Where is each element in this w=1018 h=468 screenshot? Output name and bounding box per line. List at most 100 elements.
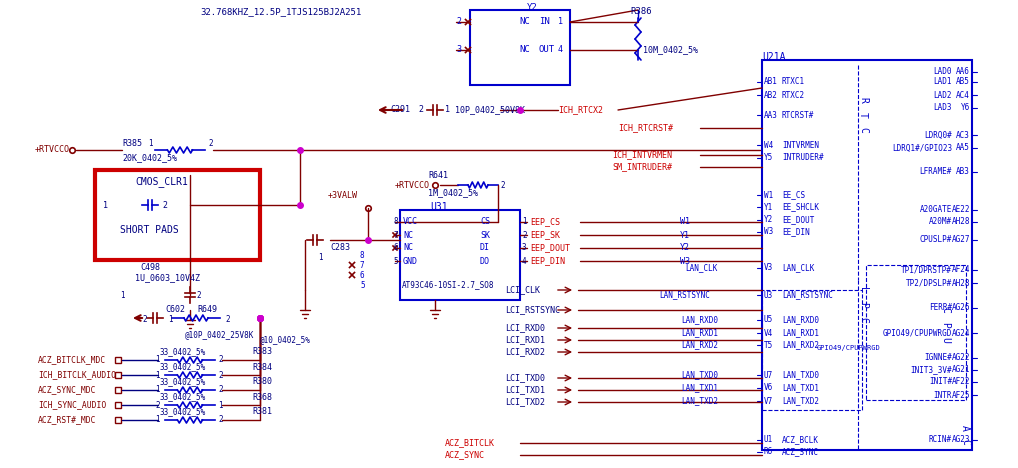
Text: Y6: Y6 <box>961 103 970 112</box>
Text: LFRAME#: LFRAME# <box>919 168 952 176</box>
Text: ICH_SYNC_AUDIO: ICH_SYNC_AUDIO <box>38 401 106 410</box>
Text: R368: R368 <box>252 393 272 402</box>
Text: A20M#: A20M# <box>928 218 952 227</box>
Text: W4: W4 <box>764 140 774 149</box>
Text: 1: 1 <box>522 218 526 227</box>
Text: LAN_CLK: LAN_CLK <box>782 263 814 272</box>
Text: AB3: AB3 <box>956 168 970 176</box>
Text: P: P <box>940 322 950 328</box>
Text: 2: 2 <box>456 17 461 27</box>
Text: NC: NC <box>519 17 529 27</box>
Text: ACZ_SYNC_MDC: ACZ_SYNC_MDC <box>38 386 97 395</box>
Text: C: C <box>960 439 970 445</box>
Text: 33_0402_5%: 33_0402_5% <box>160 378 207 387</box>
Text: ICH_INTVRMEN: ICH_INTVRMEN <box>612 151 672 160</box>
Text: R380: R380 <box>252 378 272 387</box>
Text: U5: U5 <box>764 315 774 324</box>
Text: 5: 5 <box>360 280 364 290</box>
Text: EE_DOUT: EE_DOUT <box>782 215 814 225</box>
Text: IGNNE#: IGNNE# <box>924 353 952 363</box>
Text: U31: U31 <box>430 202 448 212</box>
Bar <box>400 210 520 300</box>
Text: 1: 1 <box>103 200 108 210</box>
Text: CMOS_CLR1: CMOS_CLR1 <box>135 176 188 188</box>
Text: TP2/DPSLP#: TP2/DPSLP# <box>906 278 952 287</box>
Text: 10P_0402_50V8K: 10P_0402_50V8K <box>455 105 525 115</box>
Text: 2: 2 <box>155 401 160 410</box>
Text: W3: W3 <box>680 256 690 265</box>
Text: LAD3: LAD3 <box>934 103 952 112</box>
Text: R641: R641 <box>428 170 448 180</box>
Text: INTRUDER#: INTRUDER# <box>782 154 824 162</box>
Text: AG26: AG26 <box>952 304 970 313</box>
Text: 2: 2 <box>218 416 223 424</box>
Text: GND: GND <box>403 256 418 265</box>
Bar <box>470 10 570 85</box>
Text: CS: CS <box>480 218 490 227</box>
Text: 6: 6 <box>393 243 398 253</box>
Text: 1: 1 <box>155 356 160 365</box>
Text: 4: 4 <box>558 45 563 54</box>
Text: EE_CS: EE_CS <box>782 190 805 199</box>
Text: C: C <box>940 307 950 313</box>
Text: INIT3_3V#: INIT3_3V# <box>910 366 952 374</box>
Text: U: U <box>940 337 950 343</box>
Text: RTXC2: RTXC2 <box>782 90 805 100</box>
Text: 4: 4 <box>522 256 526 265</box>
Text: AF22: AF22 <box>952 378 970 387</box>
Text: SHORT PADS: SHORT PADS <box>120 225 179 235</box>
Text: AG21: AG21 <box>952 366 970 374</box>
Text: AB1: AB1 <box>764 78 778 87</box>
Text: ACZ_BITCLK: ACZ_BITCLK <box>445 439 495 447</box>
Text: C: C <box>858 317 868 323</box>
Text: 1: 1 <box>218 401 223 410</box>
Text: INTR: INTR <box>934 390 952 400</box>
Bar <box>866 265 966 400</box>
Text: 2: 2 <box>225 315 230 324</box>
Text: C: C <box>858 127 868 133</box>
Text: LAD1: LAD1 <box>934 78 952 87</box>
Text: LAN_RSTSYNC: LAN_RSTSYNC <box>659 291 710 300</box>
Text: Y5: Y5 <box>764 154 774 162</box>
Text: EE_SHCLK: EE_SHCLK <box>782 203 819 212</box>
Text: 1: 1 <box>155 416 160 424</box>
Text: LAN_TXD1: LAN_TXD1 <box>681 383 718 393</box>
Text: LAN_TXD2: LAN_TXD2 <box>681 396 718 405</box>
Text: AB2: AB2 <box>764 90 778 100</box>
Text: TP1/DPRSTP#: TP1/DPRSTP# <box>901 265 952 275</box>
Text: +RTVCCO: +RTVCCO <box>395 181 430 190</box>
Text: LAN_TXD0: LAN_TXD0 <box>782 371 819 380</box>
Text: NC: NC <box>519 45 529 54</box>
Text: V6: V6 <box>764 383 774 393</box>
Text: AA3: AA3 <box>764 110 778 119</box>
Text: C602: C602 <box>165 306 185 314</box>
Text: LAN_RXD1: LAN_RXD1 <box>681 329 718 337</box>
Text: C498: C498 <box>140 263 160 272</box>
Text: AF25: AF25 <box>952 390 970 400</box>
Text: 5: 5 <box>393 256 398 265</box>
Text: T5: T5 <box>764 341 774 350</box>
Text: 1: 1 <box>318 254 323 263</box>
Text: 2: 2 <box>218 356 223 365</box>
Text: LAD0: LAD0 <box>934 67 952 76</box>
Bar <box>762 60 972 450</box>
Text: Y2: Y2 <box>527 3 538 13</box>
Text: ACZ_RST#_MDC: ACZ_RST#_MDC <box>38 416 97 424</box>
Text: 1: 1 <box>445 105 450 115</box>
Text: A: A <box>960 425 970 431</box>
Text: 6: 6 <box>360 271 364 279</box>
Text: R383: R383 <box>252 348 272 357</box>
Text: LAN_TXD0: LAN_TXD0 <box>681 371 718 380</box>
Text: 33_0402_5%: 33_0402_5% <box>160 393 207 402</box>
Text: U21A: U21A <box>762 52 786 62</box>
Text: 2: 2 <box>522 231 526 240</box>
Text: 2: 2 <box>218 386 223 395</box>
Text: R6: R6 <box>764 447 774 456</box>
Text: 8: 8 <box>393 218 398 227</box>
Text: 3: 3 <box>522 243 526 253</box>
Text: @10P_0402_25V8K: @10P_0402_25V8K <box>185 330 254 339</box>
Text: LCI_RXD2: LCI_RXD2 <box>505 348 545 357</box>
Bar <box>762 290 862 410</box>
Text: V7: V7 <box>764 396 774 405</box>
Text: 7: 7 <box>393 231 398 240</box>
